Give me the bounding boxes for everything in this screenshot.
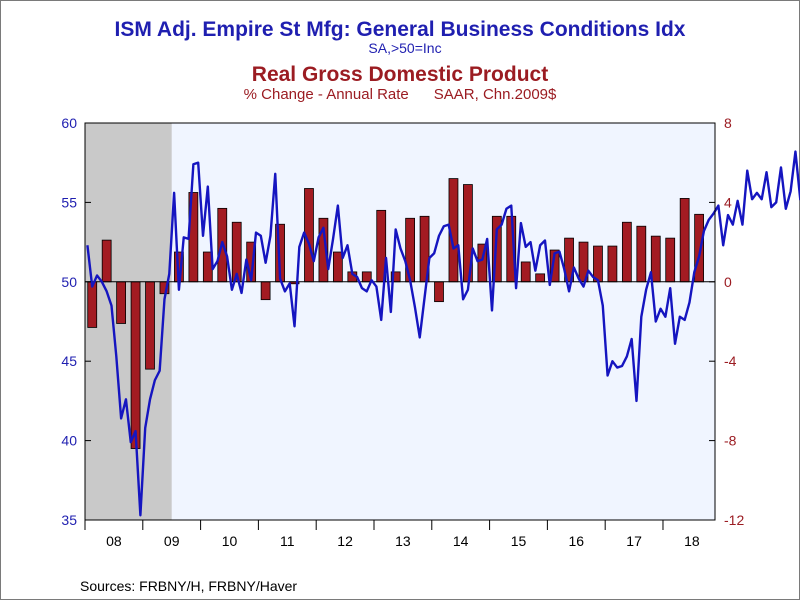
gdp-bar: [332, 251, 343, 283]
right-tick-label: -4: [724, 353, 737, 369]
empire-state-line: [86, 150, 800, 517]
left-tick-label: 60: [61, 115, 77, 131]
left-tick-label: 40: [61, 433, 77, 449]
chart-subtitle-primary: SA,>50=Inc: [368, 40, 442, 56]
right-tick-label: 0: [724, 274, 732, 290]
gdp-bar: [260, 281, 271, 301]
gdp-bar: [665, 237, 676, 283]
x-tick-label: 11: [280, 533, 295, 549]
chart-subtitle-secondary-right: SAAR, Chn.2009$: [433, 86, 557, 103]
chart-subtitle-secondary-left: % Change - Annual Rate: [243, 86, 409, 103]
x-tick-label: 15: [511, 533, 527, 549]
gdp-bar: [520, 261, 531, 283]
gdp-bar: [607, 245, 618, 283]
x-tick-label: 18: [684, 533, 700, 549]
x-tick-label: 09: [164, 533, 180, 549]
chart-title-primary: ISM Adj. Empire St Mfg: General Business…: [114, 18, 686, 41]
right-tick-label: -8: [724, 433, 737, 449]
chart-title-secondary: Real Gross Domestic Product: [251, 63, 549, 86]
gdp-bar: [116, 281, 126, 324]
x-tick-label: 14: [453, 533, 469, 549]
right-tick-label: -12: [724, 512, 744, 528]
gdp-bar: [679, 198, 690, 283]
gdp-bar: [694, 213, 704, 283]
x-tick-label: 12: [337, 533, 353, 549]
x-tick-label: 13: [395, 533, 411, 549]
x-tick-label: 10: [222, 533, 238, 549]
gdp-bar: [130, 281, 141, 449]
gdp-bar: [101, 239, 112, 283]
gdp-bar: [145, 281, 155, 370]
x-tick-label: 08: [106, 533, 122, 549]
source-note: Sources: FRBNY/H, FRBNY/Haver: [80, 578, 298, 594]
gdp-bar: [361, 271, 372, 283]
recession-shading: [85, 123, 172, 520]
gdp-bar: [87, 281, 98, 328]
plot-border: [84, 122, 716, 521]
gdp-bar: [621, 221, 632, 283]
gdp-bar: [535, 273, 546, 283]
gdp-bar: [636, 225, 647, 283]
right-tick-label: 4: [724, 194, 732, 210]
chart-subtitle-secondary: % Change - Annual Rate SAAR, Chn.2009$: [0, 86, 800, 103]
gdp-bar: [593, 245, 603, 283]
left-tick-label: 45: [61, 353, 77, 369]
plot-area: [85, 123, 715, 520]
gdp-bar: [650, 235, 661, 283]
right-tick-label: 8: [724, 115, 732, 131]
left-tick-label: 55: [61, 194, 77, 210]
x-tick-label: 17: [626, 533, 642, 549]
left-tick-label: 35: [61, 512, 77, 528]
gdp-bar: [434, 281, 444, 303]
left-tick-label: 50: [61, 274, 77, 290]
x-tick-label: 16: [568, 533, 584, 549]
